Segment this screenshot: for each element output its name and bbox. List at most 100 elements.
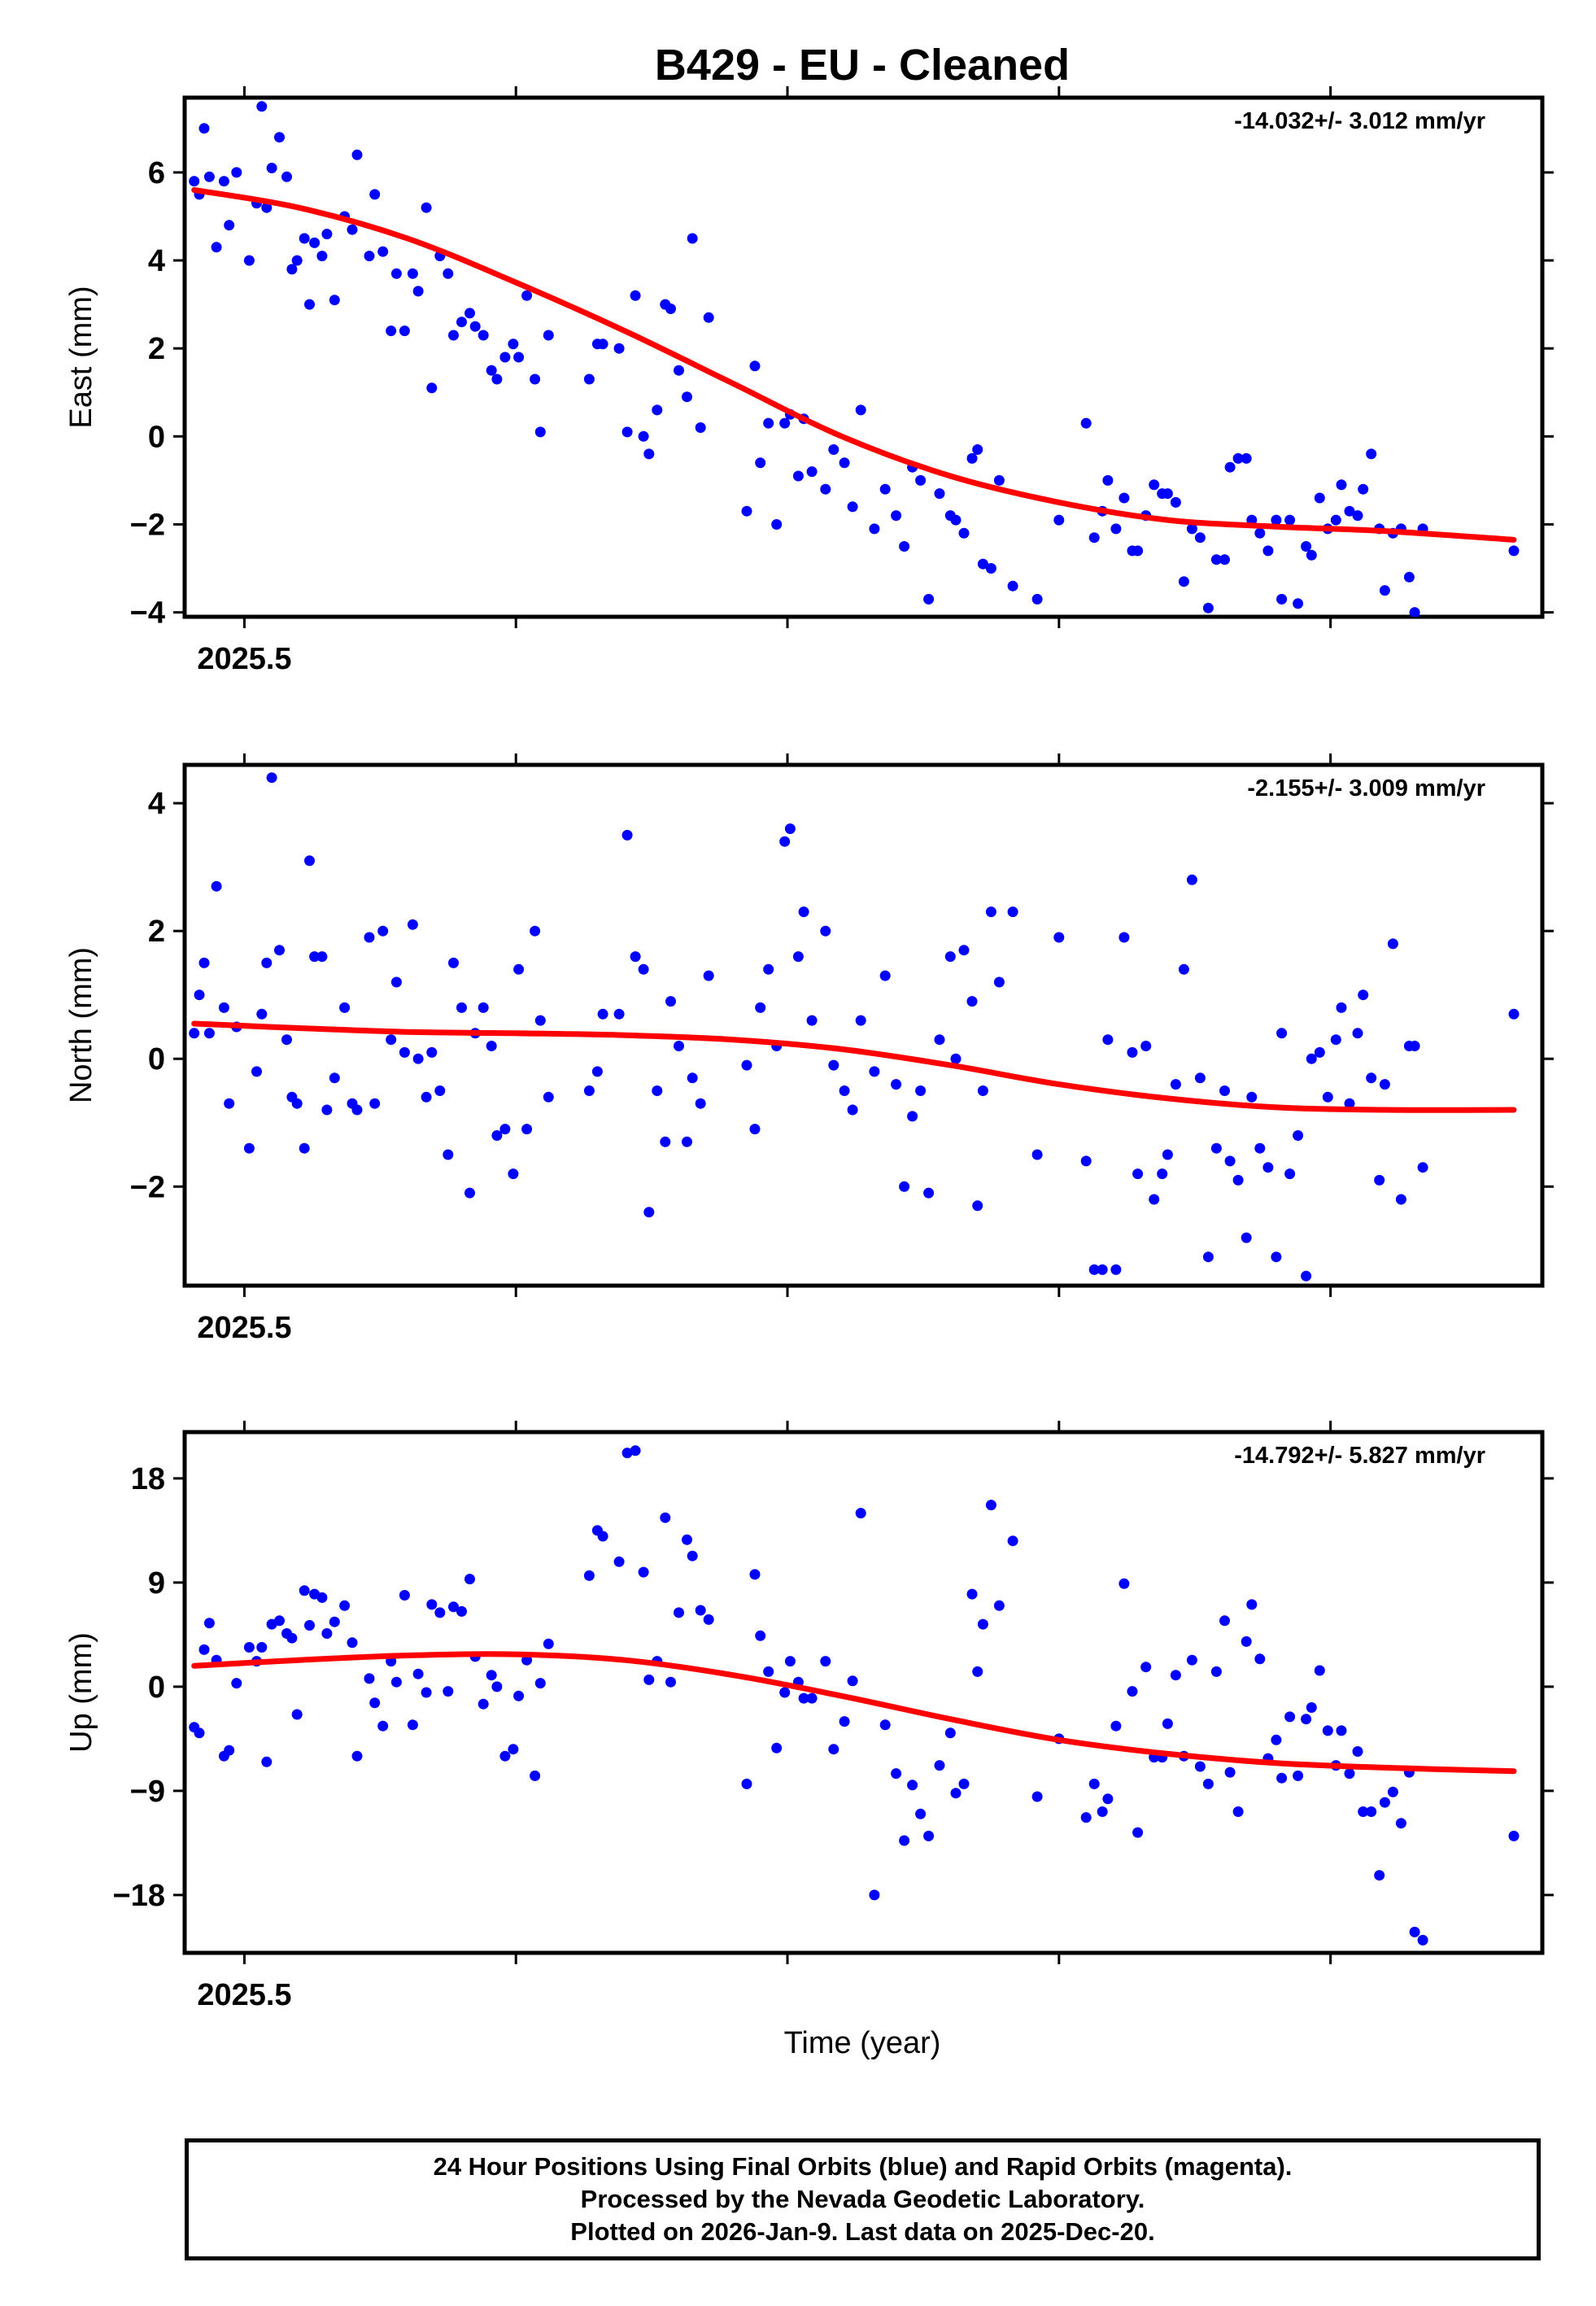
data-point-east bbox=[1219, 554, 1230, 566]
data-point-east bbox=[1262, 545, 1274, 557]
data-point-up bbox=[1352, 1746, 1363, 1757]
data-point-east bbox=[950, 514, 962, 526]
data-point-east bbox=[847, 501, 858, 513]
data-point-east bbox=[256, 101, 268, 112]
data-point-up bbox=[755, 1630, 766, 1641]
data-point-east bbox=[674, 365, 684, 376]
data-point-north bbox=[597, 1008, 608, 1020]
data-point-east bbox=[1202, 602, 1214, 614]
data-point-up bbox=[1358, 1806, 1369, 1817]
data-point-east bbox=[839, 457, 850, 469]
data-point-east bbox=[377, 246, 389, 257]
data-point-up bbox=[1336, 1725, 1347, 1736]
data-point-east bbox=[1284, 514, 1296, 526]
data-point-east bbox=[407, 268, 418, 279]
data-point-up bbox=[621, 1448, 633, 1459]
data-point-east bbox=[1344, 505, 1355, 517]
data-point-up bbox=[869, 1889, 880, 1901]
y-tick-label-up: −9 bbox=[130, 1775, 165, 1809]
data-point-east bbox=[491, 373, 503, 385]
data-point-north bbox=[443, 1149, 454, 1160]
data-point-east bbox=[1301, 541, 1312, 552]
data-point-north bbox=[1284, 1168, 1296, 1180]
data-point-up bbox=[1007, 1535, 1018, 1547]
data-point-north bbox=[792, 951, 804, 963]
data-point-east bbox=[1170, 496, 1181, 508]
data-point-east bbox=[231, 167, 242, 178]
data-point-east bbox=[583, 373, 595, 385]
data-point-up bbox=[638, 1566, 649, 1578]
data-point-north bbox=[652, 1085, 663, 1096]
data-point-up bbox=[1194, 1761, 1206, 1772]
data-point-east bbox=[1007, 580, 1018, 592]
data-point-east bbox=[792, 470, 804, 482]
data-point-north bbox=[1395, 1194, 1406, 1205]
data-points-east bbox=[189, 101, 1520, 617]
data-point-up bbox=[316, 1592, 328, 1603]
data-point-north bbox=[321, 1104, 333, 1116]
data-point-north bbox=[1344, 1098, 1355, 1109]
data-point-north bbox=[583, 1085, 595, 1096]
y-tick-label-north: 4 bbox=[148, 787, 165, 821]
data-point-east bbox=[299, 233, 310, 244]
data-point-east bbox=[652, 404, 663, 416]
data-point-up bbox=[198, 1644, 210, 1655]
data-point-north bbox=[703, 970, 714, 981]
data-point-up bbox=[1088, 1778, 1100, 1789]
data-point-north bbox=[1322, 1091, 1333, 1103]
footer-line-2: Processed by the Nevada Geodetic Laborat… bbox=[580, 2185, 1145, 2213]
data-point-up bbox=[660, 1512, 671, 1523]
data-point-north bbox=[203, 1028, 215, 1039]
data-point-up bbox=[1080, 1812, 1092, 1823]
panel-frame-east bbox=[182, 95, 1545, 619]
data-point-east bbox=[499, 352, 511, 363]
data-point-north bbox=[1170, 1079, 1181, 1090]
data-point-north bbox=[869, 1066, 880, 1077]
data-point-north bbox=[1162, 1149, 1173, 1160]
data-point-up bbox=[256, 1642, 268, 1653]
data-point-up bbox=[1232, 1806, 1244, 1817]
data-point-north bbox=[798, 906, 809, 918]
data-point-north bbox=[630, 951, 641, 963]
data-point-up bbox=[224, 1745, 235, 1756]
data-point-north bbox=[993, 976, 1005, 988]
data-point-up bbox=[426, 1599, 438, 1610]
panel-frame-north bbox=[182, 762, 1545, 1288]
panel-east: −4 −2 0 2 4 6 2025.5 East (mm) -14.032+/- 3.012 … bbox=[64, 86, 1554, 676]
data-point-up bbox=[304, 1620, 315, 1631]
data-point-north bbox=[499, 1124, 511, 1135]
y-tick-label-east: 2 bbox=[148, 332, 165, 366]
data-point-east bbox=[869, 523, 880, 535]
x-axis-label: Time (year) bbox=[784, 2026, 941, 2060]
data-point-up bbox=[1119, 1578, 1130, 1589]
data-point-up bbox=[741, 1778, 752, 1789]
data-point-up bbox=[682, 1534, 692, 1545]
y-tick-label-east: −4 bbox=[130, 596, 165, 631]
data-point-north bbox=[1271, 1251, 1282, 1263]
data-point-east bbox=[456, 317, 467, 328]
data-point-north bbox=[1366, 1072, 1377, 1084]
data-point-up bbox=[966, 1588, 978, 1600]
data-point-up bbox=[1387, 1786, 1398, 1797]
data-point-up bbox=[377, 1720, 389, 1732]
data-point-north bbox=[211, 880, 222, 892]
data-point-north bbox=[1301, 1270, 1312, 1282]
data-point-north bbox=[251, 1066, 262, 1077]
data-point-up bbox=[695, 1605, 706, 1616]
data-point-north bbox=[1306, 1053, 1317, 1064]
data-point-north bbox=[464, 1187, 475, 1199]
data-point-east bbox=[1080, 417, 1092, 429]
data-point-east bbox=[281, 171, 292, 182]
data-point-east bbox=[1232, 452, 1244, 464]
data-points-up bbox=[189, 1445, 1520, 1946]
data-point-up bbox=[583, 1570, 595, 1581]
data-point-north bbox=[339, 1002, 351, 1013]
data-point-east bbox=[1352, 510, 1363, 522]
data-point-north bbox=[879, 970, 891, 981]
data-point-east bbox=[266, 163, 277, 173]
data-points-north bbox=[189, 772, 1520, 1282]
data-point-north bbox=[274, 945, 285, 956]
data-point-up bbox=[839, 1716, 850, 1727]
data-point-north bbox=[934, 1034, 945, 1046]
data-point-up bbox=[390, 1676, 402, 1688]
